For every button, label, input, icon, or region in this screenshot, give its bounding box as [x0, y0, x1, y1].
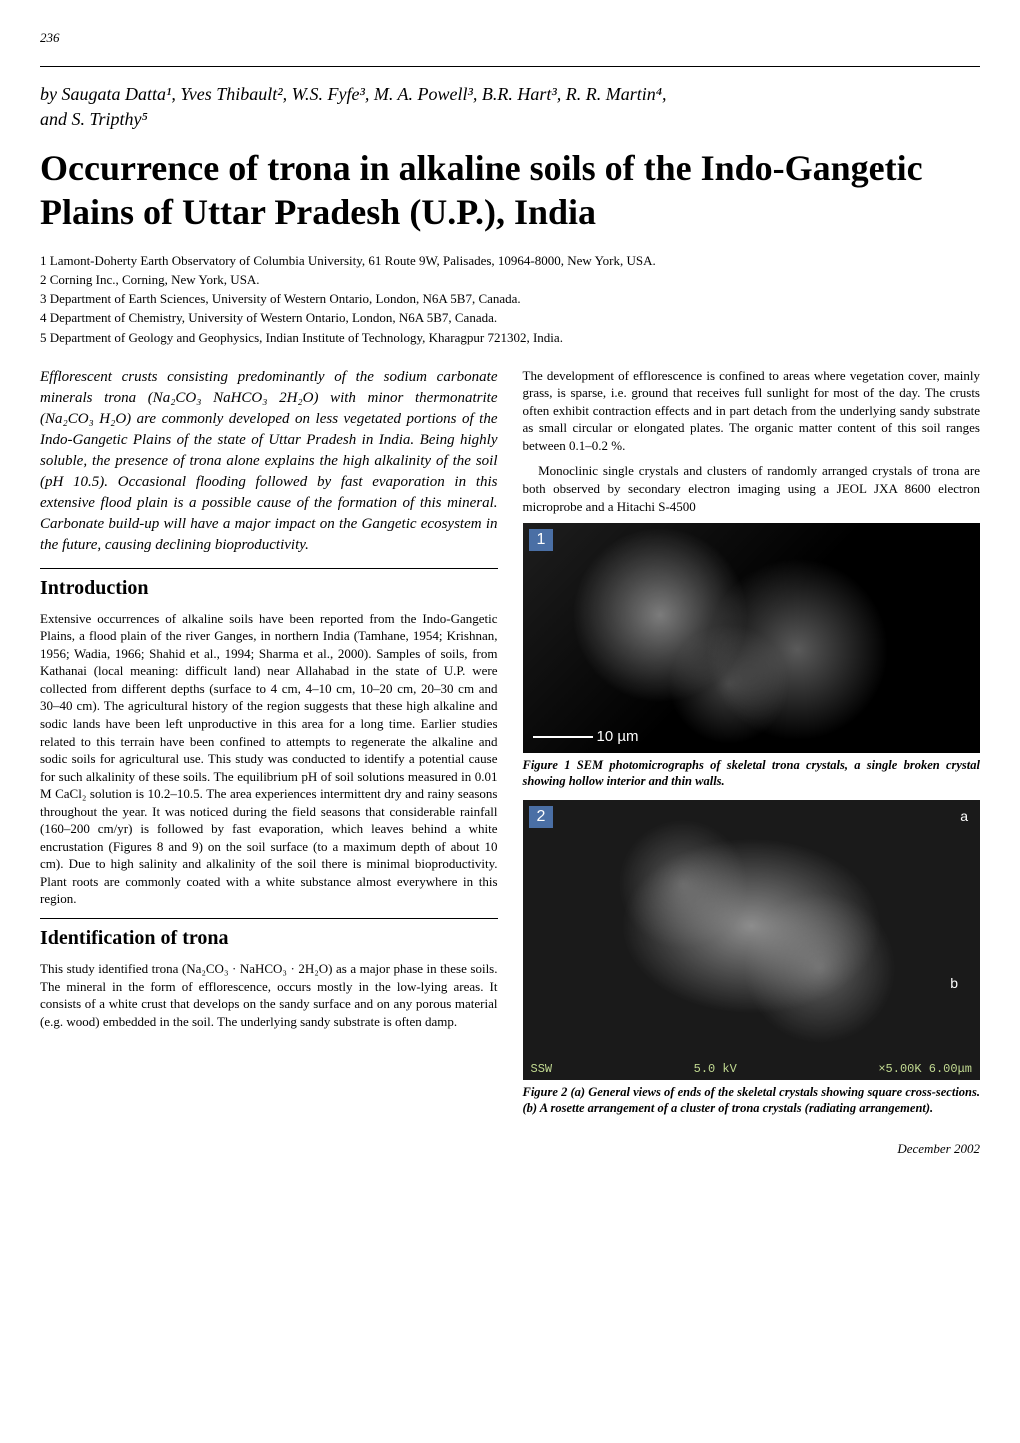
affiliation-1: 1 Lamont-Doherty Earth Observatory of Co… [40, 252, 980, 270]
affiliation-5: 5 Department of Geology and Geophysics, … [40, 329, 980, 347]
affiliation-2: 2 Corning Inc., Corning, New York, USA. [40, 271, 980, 289]
right-paragraph-1: The development of efflorescence is conf… [523, 367, 981, 455]
footer-date: December 2002 [40, 1141, 980, 1157]
page-number: 236 [40, 30, 980, 46]
figure-1-caption: Figure 1 SEM photomicrographs of skeleta… [523, 757, 981, 790]
figure-2-label: 2 [529, 806, 554, 828]
figure-2-sublabel-a: a [960, 808, 968, 824]
figure-1: 1 10 µm Figure 1 SEM photomicrographs of… [523, 523, 981, 790]
abstract-text: Efflorescent crusts consisting predomina… [40, 367, 498, 556]
sem-info-left: SSW [531, 1062, 553, 1076]
authors-line-1: by Saugata Datta¹, Yves Thibault², W.S. … [40, 82, 980, 107]
sem-texture-placeholder [523, 523, 981, 753]
right-paragraph-2: Monoclinic single crystals and clusters … [523, 462, 981, 515]
sem-texture-placeholder-2 [523, 800, 981, 1080]
right-column: The development of efflorescence is conf… [523, 367, 981, 1126]
section-separator-2 [40, 918, 498, 919]
affiliation-3: 3 Department of Earth Sciences, Universi… [40, 290, 980, 308]
figure-2-sublabel-b: b [950, 975, 958, 991]
figure-1-scale: 10 µm [533, 728, 639, 745]
identification-heading: Identification of trona [40, 927, 498, 950]
figure-2-caption: Figure 2 (a) General views of ends of th… [523, 1084, 981, 1117]
sem-info-right: ×5.00K 6.00μm [878, 1062, 972, 1076]
authors-block: by Saugata Datta¹, Yves Thibault², W.S. … [40, 82, 980, 132]
sem-info-mid: 5.0 kV [694, 1062, 737, 1076]
scale-bar-icon [533, 736, 593, 738]
figure-1-image: 1 10 µm [523, 523, 981, 753]
figure-2-sem-info: SSW 5.0 kV ×5.00K 6.00μm [531, 1062, 973, 1076]
article-title: Occurrence of trona in alkaline soils of… [40, 147, 980, 233]
top-separator [40, 66, 980, 67]
left-column: Efflorescent crusts consisting predomina… [40, 367, 498, 1126]
affiliations-block: 1 Lamont-Doherty Earth Observatory of Co… [40, 252, 980, 347]
affiliation-4: 4 Department of Chemistry, University of… [40, 309, 980, 327]
introduction-body: Extensive occurrences of alkaline soils … [40, 610, 498, 908]
section-separator-1 [40, 568, 498, 569]
figure-1-scale-text: 10 µm [597, 728, 639, 745]
authors-line-2: and S. Tripthy⁵ [40, 107, 980, 132]
figure-2-image: 2 a b SSW 5.0 kV ×5.00K 6.00μm [523, 800, 981, 1080]
figure-2: 2 a b SSW 5.0 kV ×5.00K 6.00μm Figure 2 … [523, 800, 981, 1117]
two-column-layout: Efflorescent crusts consisting predomina… [40, 367, 980, 1126]
figure-1-label: 1 [529, 529, 554, 551]
identification-body: This study identified trona (Na₂CO₃ · Na… [40, 960, 498, 1030]
introduction-heading: Introduction [40, 577, 498, 600]
